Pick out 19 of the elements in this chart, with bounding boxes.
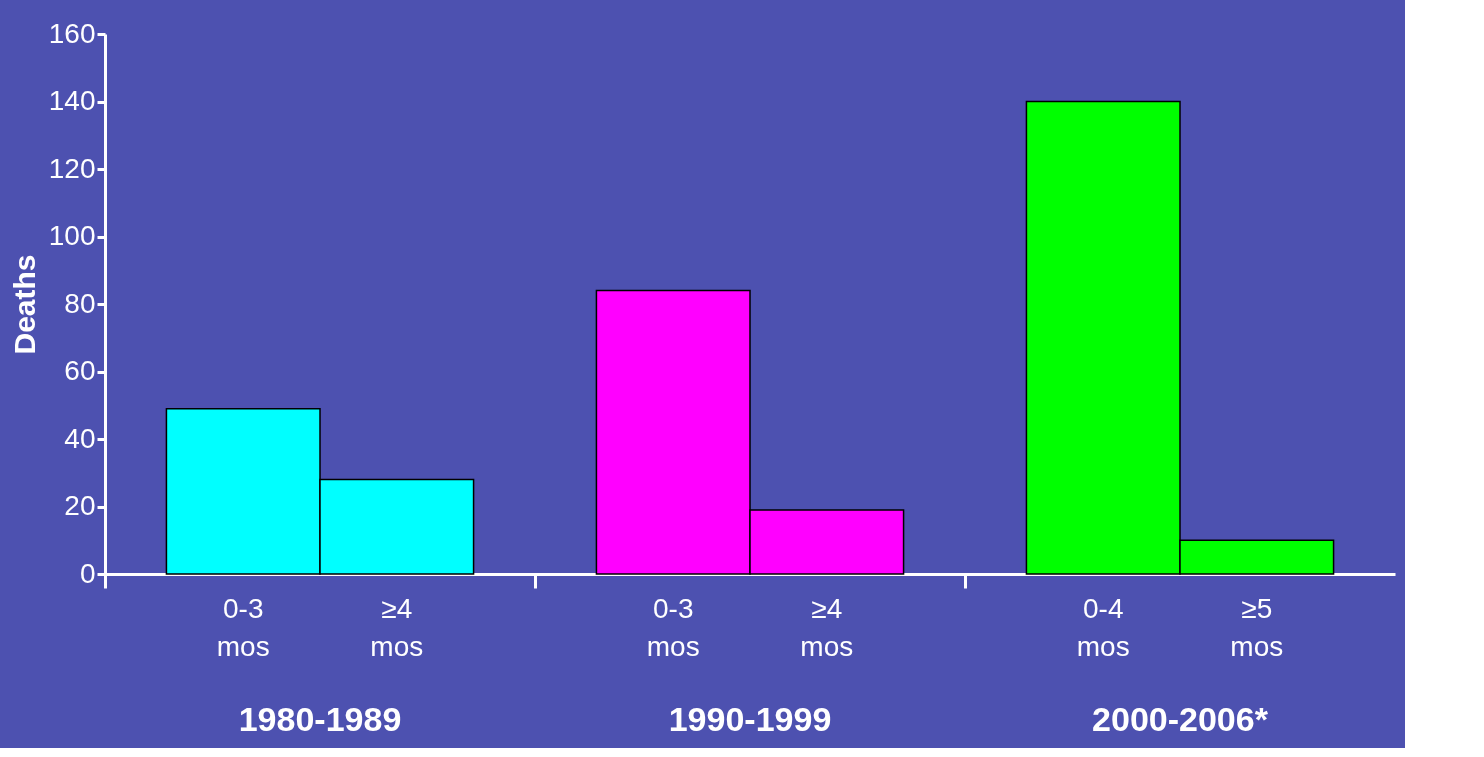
text: 1990-1999 (668, 700, 832, 738)
x-tick-label: 0-4 mos (1076, 593, 1130, 662)
y-tick-label: 20 (64, 490, 96, 521)
x-tick-label: ≥4 mos (370, 593, 424, 662)
text: 2000-2006* (1092, 700, 1269, 738)
x-tick-label: 0-3 mos (216, 593, 270, 662)
text: 1980-1989 (238, 700, 402, 738)
y-tick-label: 40 (64, 422, 96, 454)
y-tick-label: 100 (48, 220, 96, 251)
y-tick-label: 160 (48, 17, 96, 49)
y-tick-label: 0 (79, 557, 96, 589)
x-tick-label: ≥5 mos (1230, 593, 1284, 662)
x-tick-label: 0-3 mos (646, 593, 700, 662)
y-tick-label: 60 (64, 355, 96, 386)
y-tick-label: 120 (48, 152, 96, 184)
x-tick-label: ≥4 mos (800, 593, 854, 662)
y-tick-label: 80 (64, 287, 96, 319)
y-axis-title: Deaths (7, 254, 41, 355)
y-tick-label: 140 (48, 85, 96, 116)
